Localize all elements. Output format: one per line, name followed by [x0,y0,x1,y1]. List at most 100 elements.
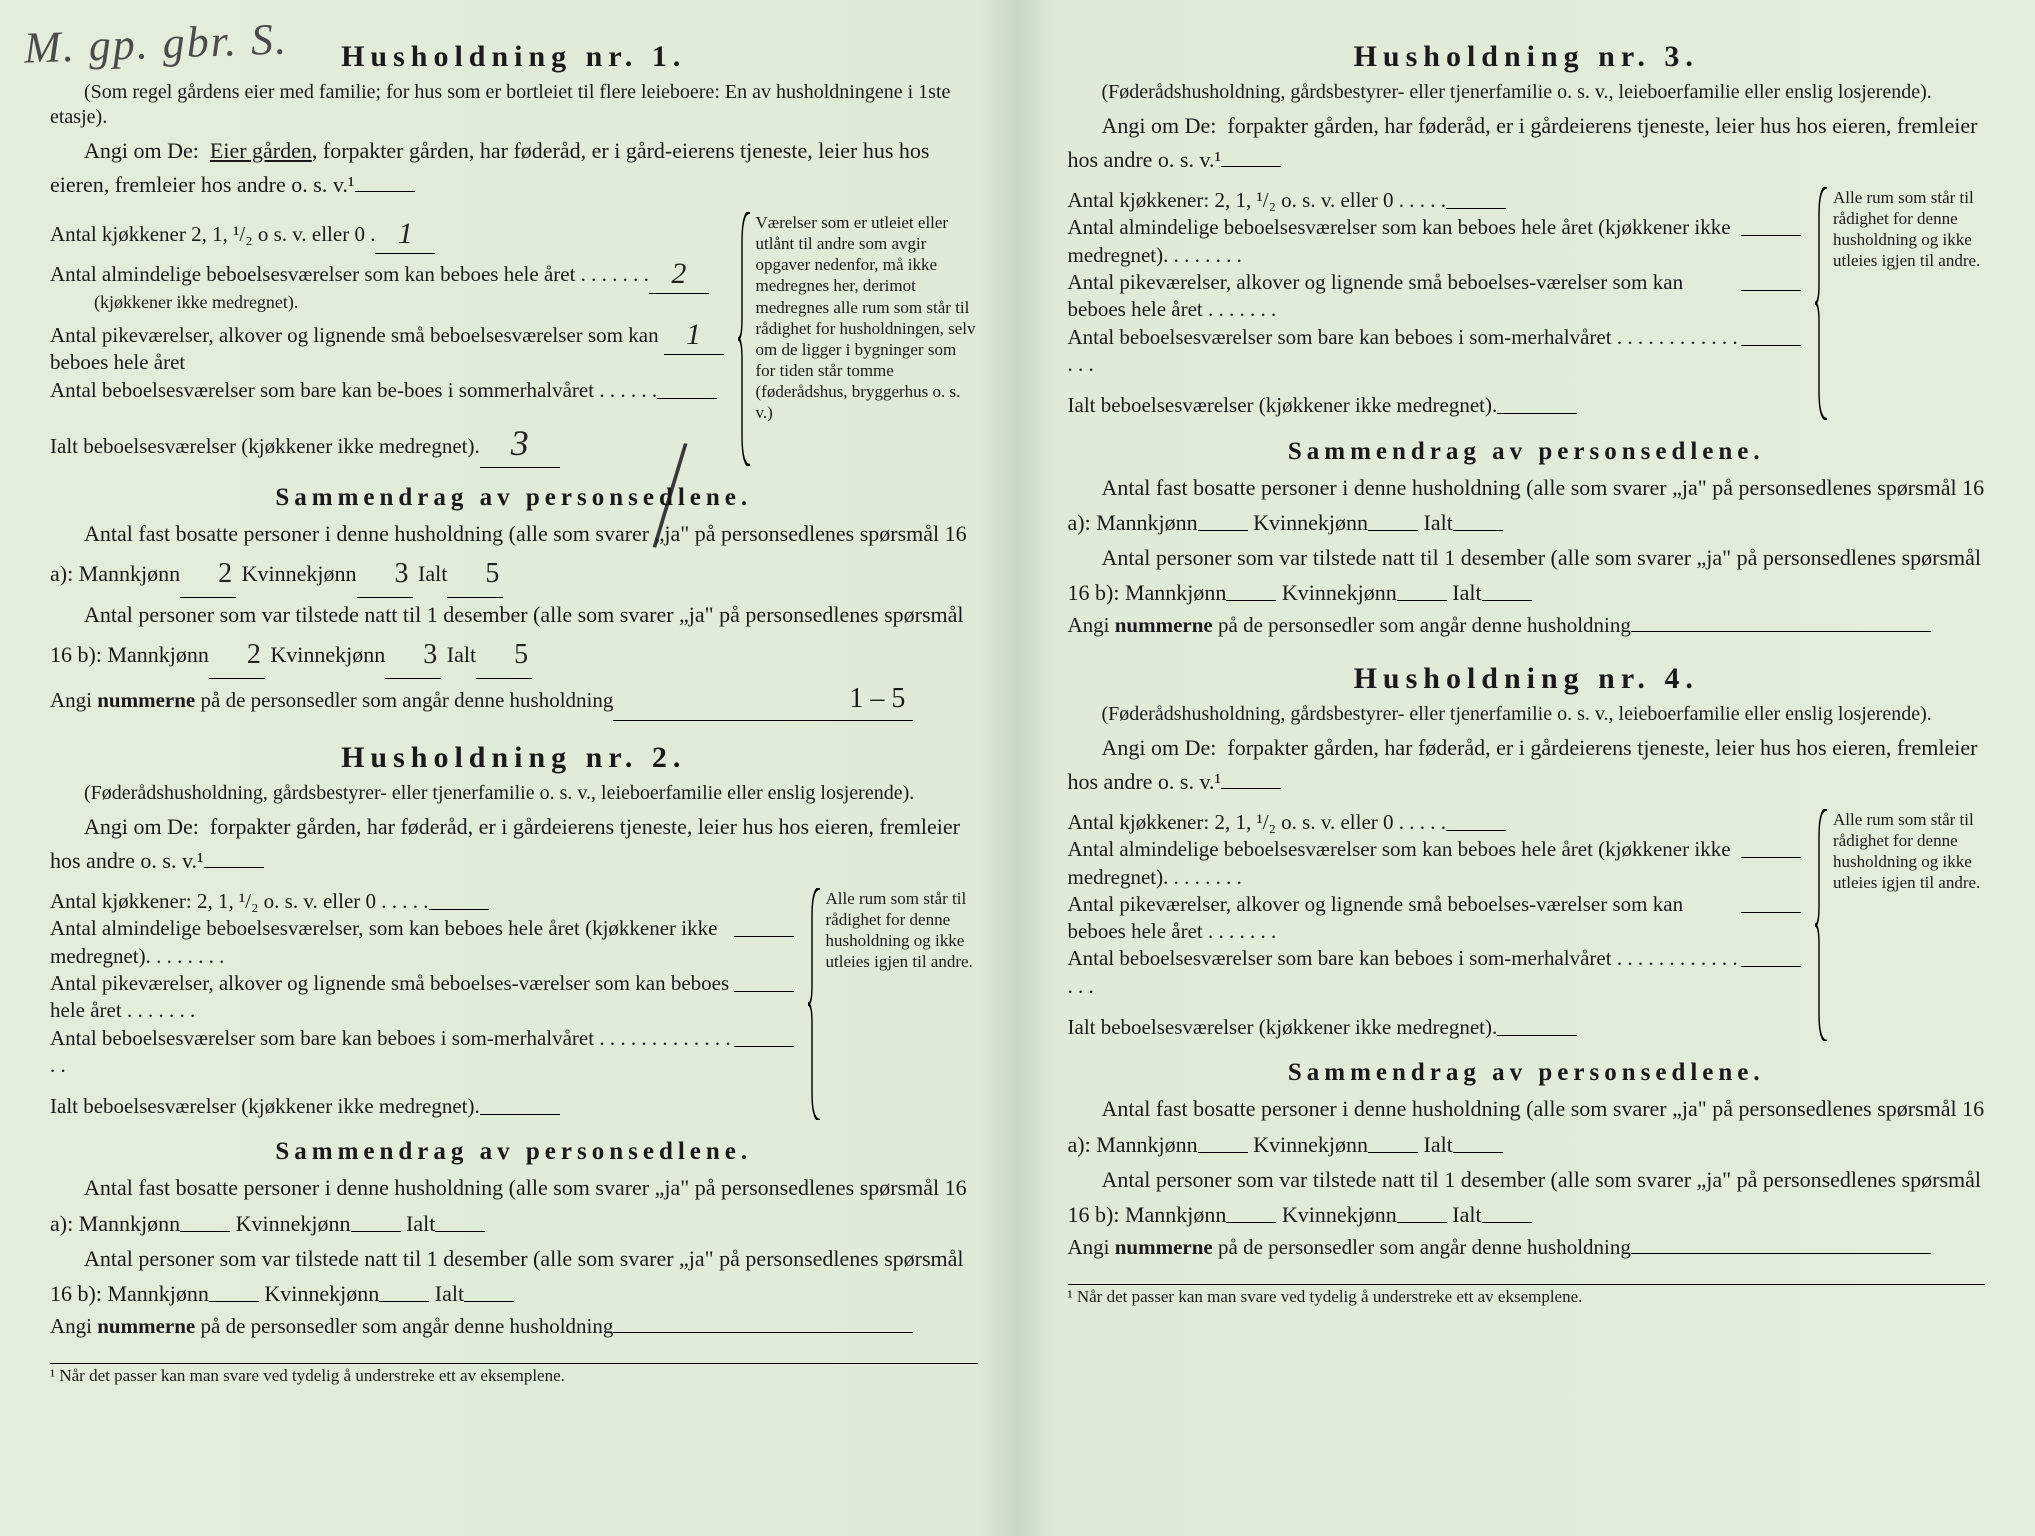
room-value-ialt [1497,413,1577,414]
kvinnekjonn-16b: 3 [385,633,441,679]
room-row-sommer: Antal beboelsesværelser som bare kan beb… [1068,945,1802,1000]
document-spread: Husholdning nr. 1. (Som regel gårdens eie… [0,0,2035,1536]
angi-underlined: Eier gården [210,138,312,163]
room-label: Ialt beboelsesværelser (kjøkkener ikke m… [50,433,480,460]
samm-line-1: Antal fast bosatte personer i denne hush… [1068,470,1986,540]
household-section: Husholdning nr. 3.(Føderådshusholdning, … [1068,40,1986,642]
room-label: Antal almindelige beboelsesværelser som … [1068,836,1742,891]
brace-icon [1815,809,1829,1041]
angi-line: Angi om De: Eier gården, forpakter gårde… [50,134,978,202]
mannkjonn-16a [1198,530,1248,531]
kvinnekjonn-16a [1368,530,1418,531]
left-page: Husholdning nr. 1. (Som regel gårdens eie… [0,0,1018,1536]
samm-line-2: Antal personer som var tilstede natt til… [1068,1162,1986,1232]
household-note: (Føderådshusholdning, gårdsbestyrer- ell… [1068,702,1986,727]
room-label: Antal pikeværelser, alkover og lignende … [1068,891,1742,946]
ialt-16b [1482,600,1532,601]
room-value-kjokkener: 1 [375,214,435,254]
room-value-sommer [1741,966,1801,967]
sammendrag-title: Sammendrag av personsedlene. [50,484,978,512]
household-title: Husholdning nr. 4. [1068,662,1986,696]
sammendrag-title: Sammendrag av personsedlene. [1068,438,1986,466]
room-row-kjokkener: Antal kjøkkener: 2, 1, ¹/₂ o. s. v. elle… [1068,809,1802,836]
samm-line-2: Antal personer som var tilstede natt til… [50,1241,978,1311]
room-row-sommer: Antal beboelsesværelser som bare kan beb… [1068,324,1802,379]
nummerne-value [613,1332,913,1333]
room-label: Ialt beboelsesværelser (kjøkkener ikke m… [1068,392,1498,419]
mannkjonn-16b: 2 [209,633,265,679]
mannkjonn-16b [1226,1222,1276,1223]
sammendrag-title: Sammendrag av personsedlene. [50,1138,978,1166]
rooms-sidenote: Alle rum som står til rådighet for denne… [1815,187,1985,419]
nummerne-value: 1 – 5 [613,678,913,721]
kvinnekjonn-16a: 3 [357,552,413,598]
rooms-block: Antal kjøkkener: 2, 1, ¹/₂ o. s. v. elle… [1068,187,1986,419]
room-value-kjokkener [1446,830,1506,831]
room-value-alm: 2 [649,254,709,294]
room-value-alm [1741,857,1801,858]
room-row-pike: Antal pikeværelser, alkover og lignende … [1068,891,1802,946]
household-section: Husholdning nr. 1. (Som regel gårdens eie… [50,40,978,721]
room-value-kjokkener [429,909,489,910]
kvinnekjonn-16b [1397,1222,1447,1223]
room-row-pike: Antal pikeværelser, alkover og lignende … [1068,269,1802,324]
angi-nummerne-line: Angi nummerne på de personsedler som ang… [50,1311,978,1343]
room-value-pike: 1 [664,315,724,355]
household-note: (Føderådshusholdning, gårdsbestyrer- ell… [1068,80,1986,105]
angi-nummerne-line: Angi nummerne på de personsedler som ang… [1068,1232,1986,1264]
rooms-block: Antal kjøkkener: 2, 1, ¹/₂ o. s. v. elle… [50,888,978,1120]
room-row-kjokkener: Antal kjøkkener: 2, 1, ¹/₂ o. s. v. elle… [50,888,794,915]
footnote-left: ¹ Når det passer kan man svare ved tydel… [50,1363,978,1386]
room-value-pike [734,991,794,992]
samm-line-1: Antal fast bosatte personer i denne hush… [1068,1091,1986,1161]
room-label: Antal almindelige beboelsesværelser, som… [50,915,734,970]
brace-icon [808,888,822,1120]
room-value-alm [1741,235,1801,236]
mannkjonn-16a [1198,1152,1248,1153]
angi-line: Angi om De: forpakter gården, har føderå… [1068,109,1986,177]
ialt-16a: 5 [447,552,503,598]
room-label: Antal kjøkkener: 2, 1, ¹/₂ o. s. v. elle… [50,888,429,915]
room-label: Antal pikeværelser, alkover og lignende … [1068,269,1742,324]
angi-line: Angi om De: forpakter gården, har føderå… [1068,731,1986,799]
ialt-16b [1482,1222,1532,1223]
room-row-kjokkener: Antal kjøkkener 2, 1, ¹/₂ o s. v. eller … [50,212,724,252]
household-title: Husholdning nr. 1. [50,40,978,74]
room-value-sommer [1741,345,1801,346]
samm-line-1: Antal fast bosatte personer i denne hush… [50,516,978,597]
household-note: (Som regel gårdens eier med familie; for… [50,80,978,130]
room-row-sommer: Antal beboelsesværelser som bare kan beb… [50,1025,794,1080]
mannkjonn-16a [180,1231,230,1232]
rooms-sidenote: Alle rum som står til rådighet for denne… [808,888,978,1120]
right-page: Husholdning nr. 3.(Føderådshusholdning, … [1018,0,2035,1536]
samm-line-2: Antal personer som var tilstede natt til… [50,597,978,678]
room-row-ialt: Ialt beboelsesværelser (kjøkkener ikke m… [1068,392,1802,419]
room-row-ialt: Ialt beboelsesværelser (kjøkkener ikke m… [50,418,724,466]
room-row-ialt: Ialt beboelsesværelser (kjøkkener ikke m… [1068,1014,1802,1041]
room-row-alm: Antal almindelige beboelsesværelser som … [1068,836,1802,891]
room-row-pike: Antal pikeværelser, alkover og lignende … [50,313,724,377]
ialt-16a [435,1231,485,1232]
sammendrag-title: Sammendrag av personsedlene. [1068,1059,1986,1087]
room-value-ialt: 3 [480,420,560,468]
room-label: Antal kjøkkener 2, 1, ¹/₂ o s. v. eller … [50,221,375,248]
mannkjonn-16b [1226,600,1276,601]
kvinnekjonn-16a [351,1231,401,1232]
household-section: Husholdning nr. 4. (Føderådshusholdning, … [1068,662,1986,1264]
room-label: Antal beboelsesværelser som bare kan beb… [1068,945,1742,1000]
rooms-block: Antal kjøkkener: 2, 1, ¹/₂ o. s. v. elle… [1068,809,1986,1041]
rooms-left: Antal kjøkkener: 2, 1, ¹/₂ o. s. v. elle… [1068,187,1802,419]
room-row-alm: Antal almindelige beboelsesværelser, som… [50,915,794,970]
room-row-pike: Antal pikeværelser, alkover og lignende … [50,970,794,1025]
room-value-sommer [734,1046,794,1047]
kvinnekjonn-16b [379,1301,429,1302]
room-label: Antal beboelsesværelser som bare kan beb… [50,1025,734,1080]
room-label: Antal kjøkkener: 2, 1, ¹/₂ o. s. v. elle… [1068,187,1447,214]
angi-line: Angi om De: forpakter gården, har føderå… [50,810,978,878]
angi-nummerne-line: Angi nummerne på de personsedler som ang… [1068,610,1986,642]
samm-line-1: Antal fast bosatte personer i denne hush… [50,1170,978,1240]
household-title: Husholdning nr. 2. [50,741,978,775]
room-value-pike [1741,912,1801,913]
room-row-ialt: Ialt beboelsesværelser (kjøkkener ikke m… [50,1093,794,1120]
room-value-ialt [1497,1035,1577,1036]
